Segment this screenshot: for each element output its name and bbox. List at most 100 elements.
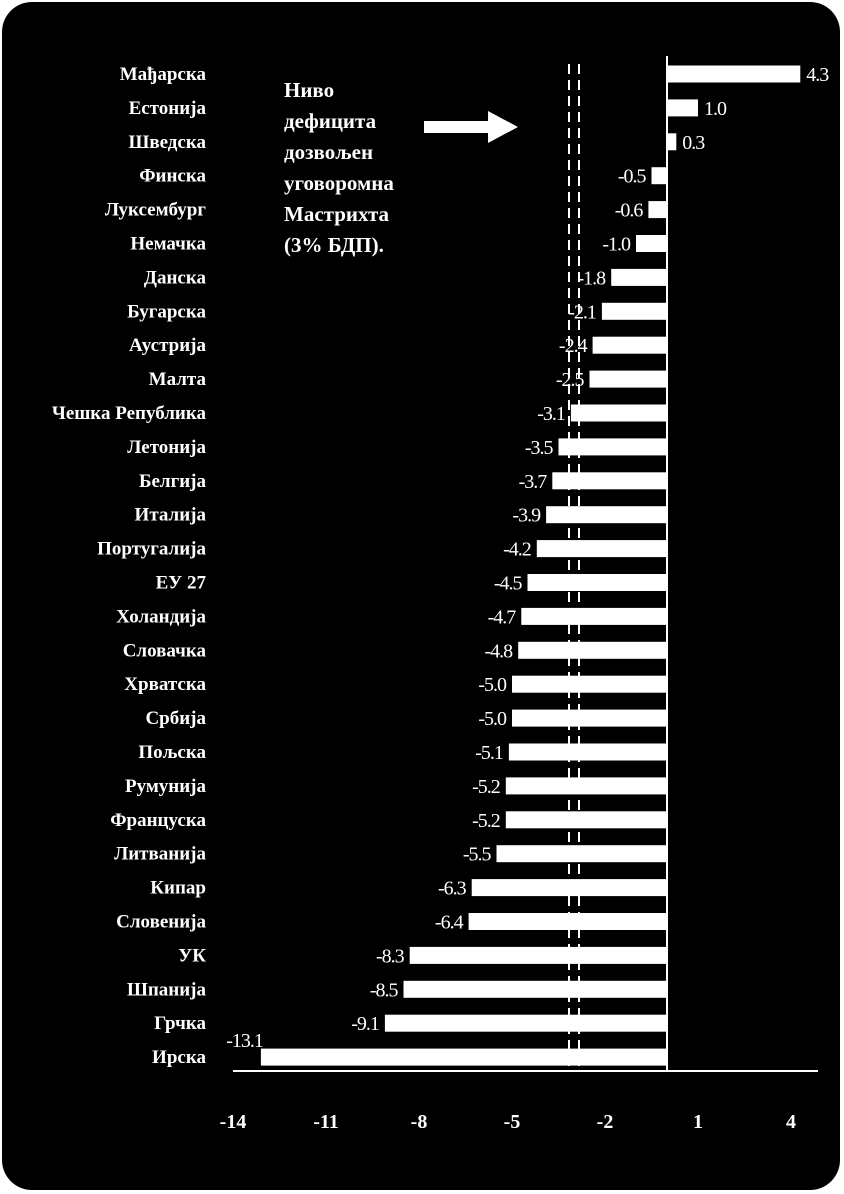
- category-label: Србија: [145, 708, 206, 729]
- bar: [508, 743, 667, 761]
- bar: [518, 641, 667, 659]
- annotation-layer: Ниво дефицита дозвољен уговоромна Мастрихта (…: [284, 78, 518, 257]
- category-label: Данска: [144, 267, 207, 288]
- category-label: Луксембург: [105, 200, 207, 221]
- annotation-text-line: дефицита: [284, 109, 377, 133]
- category-label: Бугарска: [127, 301, 206, 322]
- data-label: -13.1: [226, 1030, 263, 1052]
- bar: [468, 913, 667, 930]
- bar: [667, 133, 677, 151]
- category-label: Пољска: [138, 742, 206, 763]
- data-label: -2.1: [568, 301, 596, 323]
- category-label: Португалија: [97, 539, 206, 560]
- bar: [570, 404, 667, 422]
- labels-layer: Мађарска 4.3 Естонија 1.0 Шведска 0.3 Финска -0…: [52, 64, 830, 1068]
- category-label: Грчка: [154, 1013, 206, 1034]
- x-tick-label: -2: [597, 1111, 614, 1133]
- data-label: -8.5: [370, 979, 399, 1001]
- category-label: Кипар: [150, 878, 206, 899]
- data-label: -6.4: [435, 912, 464, 934]
- data-label: -5.0: [478, 708, 507, 730]
- bar: [496, 845, 667, 863]
- bar: [592, 336, 667, 354]
- data-label: -3.1: [537, 403, 565, 425]
- data-label: -1.8: [578, 267, 607, 289]
- category-label: Шведска: [128, 132, 206, 153]
- category-label: Литванија: [114, 844, 206, 865]
- data-label: -6.3: [438, 878, 467, 900]
- data-label: 0.3: [682, 132, 705, 154]
- category-label: Ирска: [152, 1047, 206, 1068]
- annotation-text-line: Мастрихта: [284, 202, 390, 226]
- bars-layer: [260, 65, 801, 1066]
- bar: [527, 574, 667, 591]
- data-label: -4.2: [503, 539, 531, 561]
- category-label: ЕУ 27: [156, 573, 207, 594]
- bar: [601, 302, 667, 320]
- bar: [667, 99, 698, 117]
- category-label: Малта: [149, 369, 207, 390]
- data-label: -3.7: [519, 471, 548, 493]
- bar: [403, 980, 667, 998]
- data-label: -5.1: [475, 742, 503, 764]
- x-tick-label: 1: [693, 1111, 703, 1133]
- axis-layer: -14 -11 -8 -5 -2 1 4: [220, 56, 818, 1133]
- bar: [512, 675, 667, 693]
- bar: [636, 235, 667, 252]
- category-label: Француска: [110, 810, 206, 831]
- bar: [384, 1014, 667, 1032]
- bar: [546, 506, 667, 524]
- bar: [611, 268, 667, 286]
- annotation-text-line: Ниво: [284, 78, 334, 102]
- category-label: Белгија: [139, 471, 207, 492]
- category-label: Летонија: [127, 437, 206, 458]
- bar: [260, 1048, 667, 1066]
- category-label: Холандија: [116, 606, 206, 627]
- x-tick-label: 4: [786, 1111, 796, 1133]
- bar: [552, 472, 667, 490]
- bar: [505, 811, 667, 829]
- bar: [651, 167, 667, 185]
- bar: [558, 438, 667, 456]
- data-label: 4.3: [806, 64, 829, 86]
- category-label: Немачка: [130, 234, 206, 255]
- data-label: -0.5: [618, 166, 647, 188]
- x-tick-label: -11: [313, 1111, 339, 1133]
- category-label: УК: [178, 945, 206, 966]
- bar: [409, 946, 667, 964]
- data-label: -5.2: [472, 776, 500, 798]
- annotation-arrow-icon: [424, 111, 518, 143]
- data-label: -3.9: [512, 505, 541, 527]
- bar: [505, 777, 667, 795]
- bar: [521, 607, 667, 625]
- data-label: -9.1: [351, 1013, 379, 1035]
- x-tick-label: -8: [411, 1111, 428, 1133]
- data-label: 1.0: [704, 98, 727, 120]
- data-label: -2.4: [559, 335, 588, 357]
- data-label: -2.5: [556, 369, 585, 391]
- bar: [667, 65, 801, 83]
- x-tick-label: -14: [220, 1111, 247, 1133]
- category-label: Шпанија: [127, 979, 207, 1000]
- category-label: Хрватска: [124, 674, 206, 695]
- category-label: Словачка: [123, 640, 207, 661]
- bar: [589, 370, 667, 388]
- category-label: Словенија: [116, 912, 206, 933]
- category-label: Естонија: [129, 98, 207, 119]
- bar: [512, 709, 667, 727]
- category-label: Финска: [139, 166, 206, 187]
- category-label: Чешка Република: [52, 403, 207, 424]
- category-label: Аустрија: [129, 335, 207, 356]
- annotation-text-line: уговоромна: [284, 171, 394, 195]
- data-label: -4.5: [494, 573, 523, 595]
- data-label: -8.3: [376, 945, 405, 967]
- bar: [536, 540, 667, 558]
- bar: [648, 201, 667, 219]
- data-label: -5.5: [463, 844, 492, 866]
- data-label: -5.0: [478, 674, 507, 696]
- data-label: -1.0: [602, 234, 631, 256]
- data-label: -0.6: [615, 200, 644, 222]
- bar: [471, 879, 667, 897]
- data-label: -4.8: [485, 640, 514, 662]
